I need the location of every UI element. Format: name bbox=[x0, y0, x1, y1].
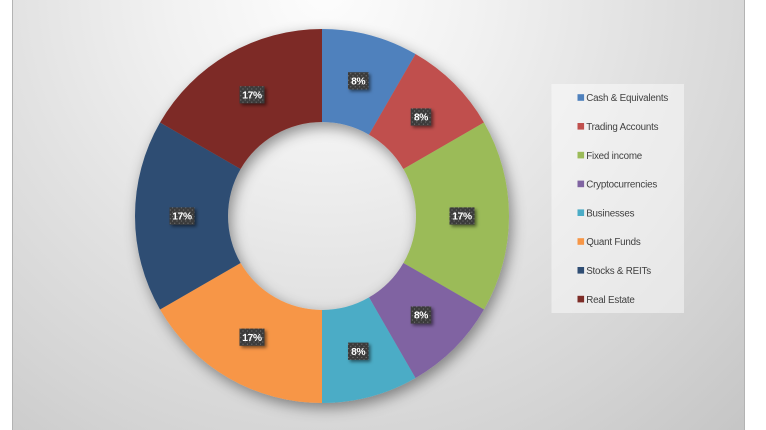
svg-text:8%: 8% bbox=[414, 113, 428, 124]
svg-text:Businesses: Businesses bbox=[586, 208, 634, 219]
svg-text:Fixed income: Fixed income bbox=[586, 151, 643, 162]
svg-text:Quant Funds: Quant Funds bbox=[586, 237, 641, 248]
svg-text:Cryptocurrencies: Cryptocurrencies bbox=[586, 180, 657, 191]
svg-text:17%: 17% bbox=[242, 90, 262, 101]
svg-text:Real Estate: Real Estate bbox=[586, 295, 635, 306]
svg-text:17%: 17% bbox=[242, 333, 262, 344]
svg-text:17%: 17% bbox=[172, 212, 192, 223]
svg-text:Stocks & REITs: Stocks & REITs bbox=[586, 266, 651, 277]
svg-text:8%: 8% bbox=[414, 311, 428, 322]
svg-text:8%: 8% bbox=[351, 76, 365, 87]
svg-text:Cash & Equivalents: Cash & Equivalents bbox=[586, 93, 668, 104]
svg-text:17%: 17% bbox=[452, 212, 472, 223]
svg-text:Trading Accounts: Trading Accounts bbox=[586, 122, 658, 133]
svg-text:8%: 8% bbox=[351, 347, 365, 358]
